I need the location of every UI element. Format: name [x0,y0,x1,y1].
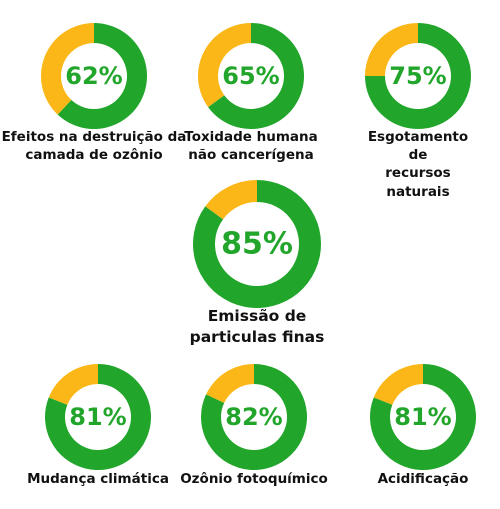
donut-remainder-slice [198,23,251,108]
donut-category-label: Efeitos na destruição da camada de ozôni… [1,129,187,164]
donut-chart-4: 85% [193,180,321,309]
donut-remainder-slice [205,180,257,220]
donut-category-label: Acidificação [377,471,469,487]
donut-value-slice [44,364,152,470]
donut-center-value: 85% [221,227,293,262]
donut-category-label: Esgotamento de recursos naturais [367,129,469,200]
donut-center-value: 65% [222,62,279,90]
donut-chart-7: 81% [370,364,476,470]
donut-remainder-slice [373,364,423,405]
donut-value-slice [370,364,476,470]
donut-category-label: Emissão de particulas finas [189,307,325,346]
donut-value-slice [193,180,321,309]
donut-chart-3: 75% [365,23,471,129]
donut-remainder-slice [206,364,254,403]
donut-value-slice [201,364,307,470]
donut-center-value: 62% [65,62,122,90]
donut-value-slice [57,23,148,129]
donut-center-value: 82% [225,403,282,431]
donut-chart-1: 62% [41,23,148,129]
donut-center-value: 75% [389,62,446,90]
donut-center-value: 81% [69,403,126,431]
donut-value-slice [208,23,304,130]
donut-remainder-slice [365,23,418,76]
donut-chart-5: 81% [44,364,152,470]
donut-value-slice [365,23,471,129]
donut-remainder-slice [41,23,94,115]
donut-remainder-slice [48,364,98,405]
donut-chart-2: 65% [198,23,304,130]
donut-center-value: 81% [394,403,451,431]
donut-chart-6: 82% [201,364,307,470]
donut-category-label: Mudança climática [27,471,169,487]
donut-category-label: Toxidade humana não cancerígena [184,129,318,164]
donut-category-label: Ozônio fotoquímico [180,471,328,487]
